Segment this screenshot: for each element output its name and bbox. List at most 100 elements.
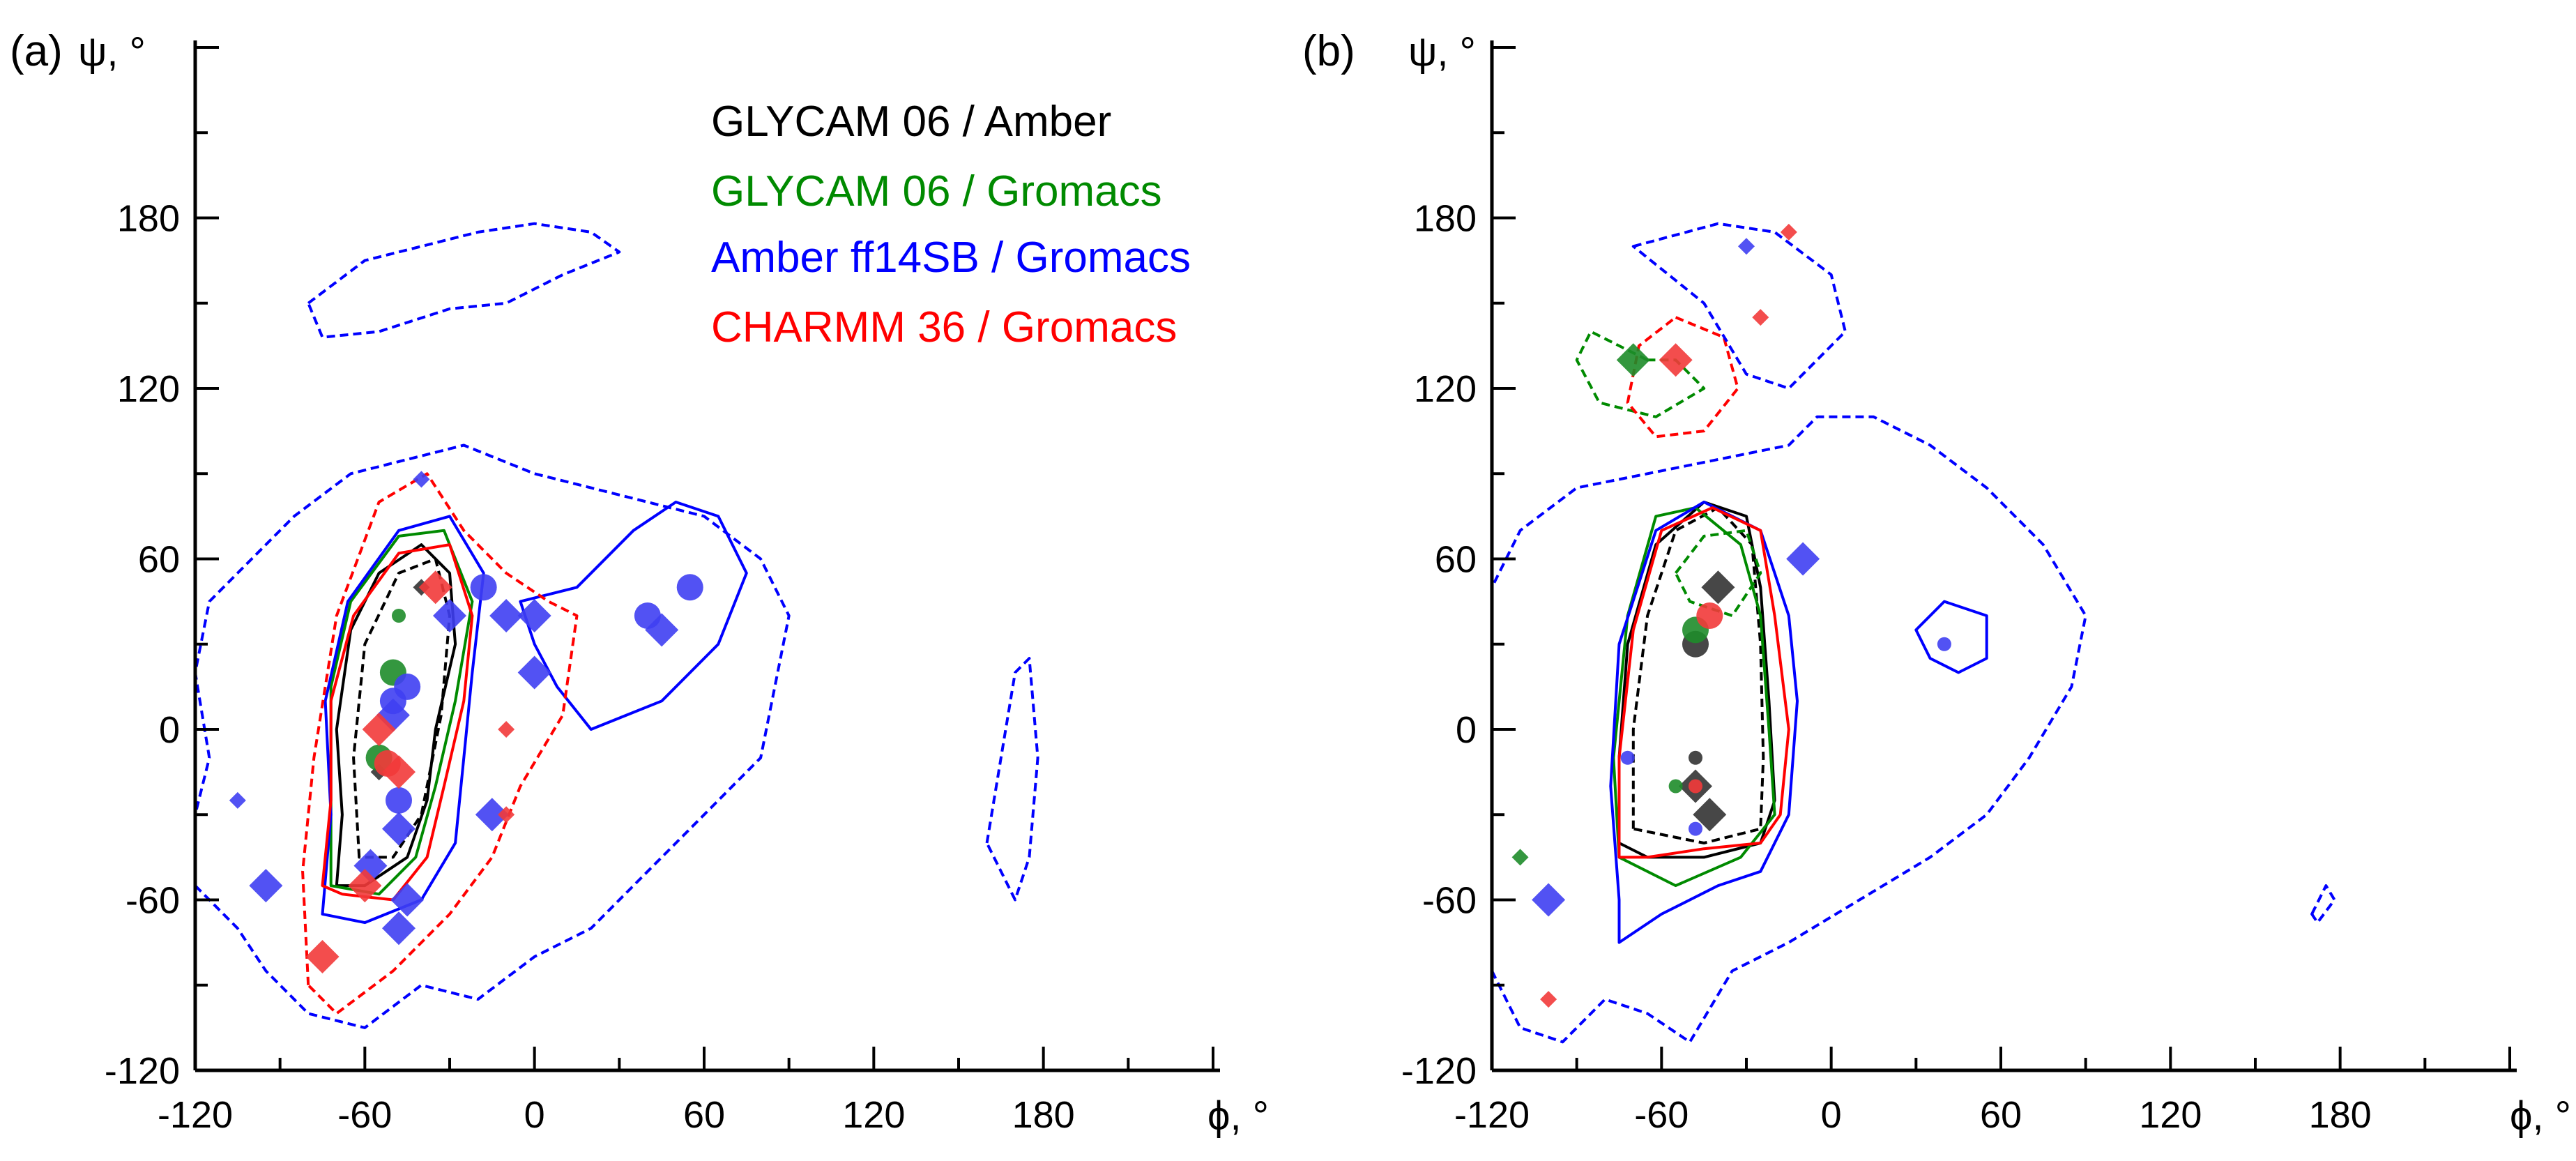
point-charmm-36-gromacs-diamond [305,940,340,973]
contour-glycam-06-amber-solid [1617,501,1776,859]
panel-b-x-tick-label: -120 [1454,1094,1530,1136]
point-amber-ff14sb-gromacs-diamond [1786,542,1820,576]
panel-a-y-tick-label: 120 [117,368,180,410]
point-charmm-36-gromacs-circle [1696,602,1723,629]
panel-b-x-tick-label: 60 [1980,1094,2022,1136]
contour-glycam-06-gromacs-dashed [1674,529,1762,617]
contour-charmm-36-gromacs-dashed [301,472,579,1015]
point-amber-ff14sb-gromacs-circle [676,574,703,601]
point-glycam-06-gromacs-circle [392,609,406,623]
point-amber-ff14sb-gromacs-diamond [1532,883,1566,917]
panel-b-y-tick-label: 0 [1456,709,1477,751]
point-amber-ff14sb-gromacs-diamond [475,798,509,832]
panel-b-x-tick-label: 120 [2139,1094,2202,1136]
contour-amber-ff14sb-gromacs-dashed [194,443,791,1029]
point-charmm-36-gromacs-diamond [498,806,515,824]
panel-a-x-tick-label: -120 [158,1094,233,1136]
point-amber-ff14sb-gromacs-diamond [390,883,425,917]
point-glycam-06-gromacs-circle [1668,779,1683,794]
contour-charmm-36-gromacs-dashed [1626,316,1739,439]
contour-glycam-06-amber-dashed [1631,506,1765,844]
panel-a-axes: -120 -60 0 60 120 180 -120 -60 0 60 120 180 [105,40,1220,1136]
panel-a-x-tick-label: 120 [842,1094,905,1136]
panel-b-y-tick-label: 60 [1435,539,1477,581]
point-amber-ff14sb-gromacs-circle [394,673,421,700]
panel-b-y-tick-label: -120 [1401,1050,1477,1092]
point-amber-ff14sb-gromacs-diamond [413,471,430,488]
panel-a-y-tick-label: 180 [117,198,180,240]
point-glycam-06-gromacs-diamond [1616,343,1650,377]
panel-a-x-tick-label: 0 [524,1094,545,1136]
panel-b-contours [1491,222,2336,1044]
panel-b: (b) ψ, ° ϕ, ° -120 -60 0 60 120 180 -120 -60 0 60… [1302,27,2571,1139]
contour-amber-ff14sb-gromacs-dashed [2310,884,2336,925]
panel-b-x-tick-label: 0 [1821,1094,1842,1136]
panel-b-y-tick-label: 120 [1414,368,1477,410]
point-amber-ff14sb-gromacs-diamond [433,599,466,632]
point-amber-ff14sb-gromacs-diamond [382,911,416,946]
panel-b-points [1511,223,1951,1008]
point-glycam-06-amber-circle [1689,750,1702,765]
panel-a-x-tick-label: 60 [683,1094,725,1136]
point-glycam-06-gromacs-diamond [1511,849,1529,866]
contour-charmm-36-gromacs-solid [1617,506,1790,859]
point-charmm-36-gromacs-diamond [362,713,396,746]
contour-glycam-06-gromacs-solid [1612,506,1776,888]
panel-b-ylabel: ψ, ° [1408,29,1476,75]
point-amber-ff14sb-gromacs-diamond [382,812,416,846]
point-amber-ff14sb-gromacs-diamond [249,869,283,903]
contour-amber-ff14sb-gromacs-dashed [1491,415,2087,1044]
contour-glycam-06-amber-solid [335,543,457,888]
point-glycam-06-amber-diamond [1693,798,1727,832]
point-amber-ff14sb-gromacs-diamond [517,655,551,690]
panel-b-axes: -120 -60 0 60 120 180 -120 -60 0 60 120 180 [1401,40,2517,1136]
point-charmm-36-gromacs-circle [1689,779,1702,794]
contour-amber-ff14sb-gromacs-solid [1609,501,1799,944]
contour-amber-ff14sb-gromacs-dashed [307,222,621,339]
panel-a-x-tick-label: 180 [1012,1094,1075,1136]
point-amber-ff14sb-gromacs-diamond [645,613,679,647]
point-glycam-06-amber-diamond [1701,570,1735,605]
point-amber-ff14sb-gromacs-diamond [229,791,246,809]
contour-glycam-06-gromacs-dashed [1575,330,1706,418]
point-amber-ff14sb-gromacs-diamond [489,599,524,632]
contour-amber-ff14sb-gromacs-dashed [985,657,1039,902]
panel-b-x-tick-label: -60 [1634,1094,1689,1136]
panel-a: (a) ψ, ° ϕ, ° -120 -60 0 60 120 180 -120 -60 0 60… [10,27,1269,1139]
point-amber-ff14sb-gromacs-circle [386,787,412,814]
panel-b-y-tick-label: 180 [1414,198,1477,240]
panel-a-y-tick-label: 60 [138,539,180,581]
legend-entry-amber-gromacs: Amber ff14SB / Gromacs [711,234,1191,282]
point-amber-ff14sb-gromacs-circle [1937,637,1951,651]
point-amber-ff14sb-gromacs-circle [470,574,497,601]
point-charmm-36-gromacs-diamond [1540,991,1557,1008]
point-charmm-36-gromacs-diamond [348,869,382,903]
panel-a-ylabel: ψ, ° [78,29,146,75]
panel-b-x-tick-label: 180 [2309,1094,2372,1136]
point-charmm-36-gromacs-diamond [1659,343,1693,377]
panel-a-label: (a) [10,27,63,75]
panel-a-y-tick-label: 0 [159,709,180,751]
panel-b-xlabel: ϕ, ° [2510,1093,2571,1139]
point-amber-ff14sb-gromacs-circle [1689,821,1702,836]
legend-entry-glycam-gromacs: GLYCAM 06 / Gromacs [711,167,1162,215]
panel-b-y-tick-label: -60 [1422,880,1477,922]
panel-a-y-tick-label: -60 [125,880,180,922]
point-charmm-36-gromacs-diamond [498,721,515,738]
point-amber-ff14sb-gromacs-diamond [517,599,551,632]
panel-a-x-tick-label: -60 [337,1094,392,1136]
legend-entry-charmm-gromacs: CHARMM 36 / Gromacs [711,303,1177,351]
legend-entry-glycam-amber: GLYCAM 06 / Amber [711,98,1111,146]
point-charmm-36-gromacs-diamond [1752,309,1769,326]
point-charmm-36-gromacs-circle [374,750,401,777]
point-charmm-36-gromacs-diamond [418,570,452,605]
panel-a-points [229,471,703,973]
contour-amber-ff14sb-gromacs-dashed [1631,222,1847,390]
legend: GLYCAM 06 / Amber GLYCAM 06 / Gromacs Am… [711,98,1191,351]
panel-a-xlabel: ϕ, ° [1207,1093,1269,1139]
contour-amber-ff14sb-gromacs-solid [1914,600,1988,674]
panel-a-y-tick-label: -120 [105,1050,180,1092]
point-amber-ff14sb-gromacs-diamond [1738,238,1755,255]
point-amber-ff14sb-gromacs-circle [1620,750,1635,765]
